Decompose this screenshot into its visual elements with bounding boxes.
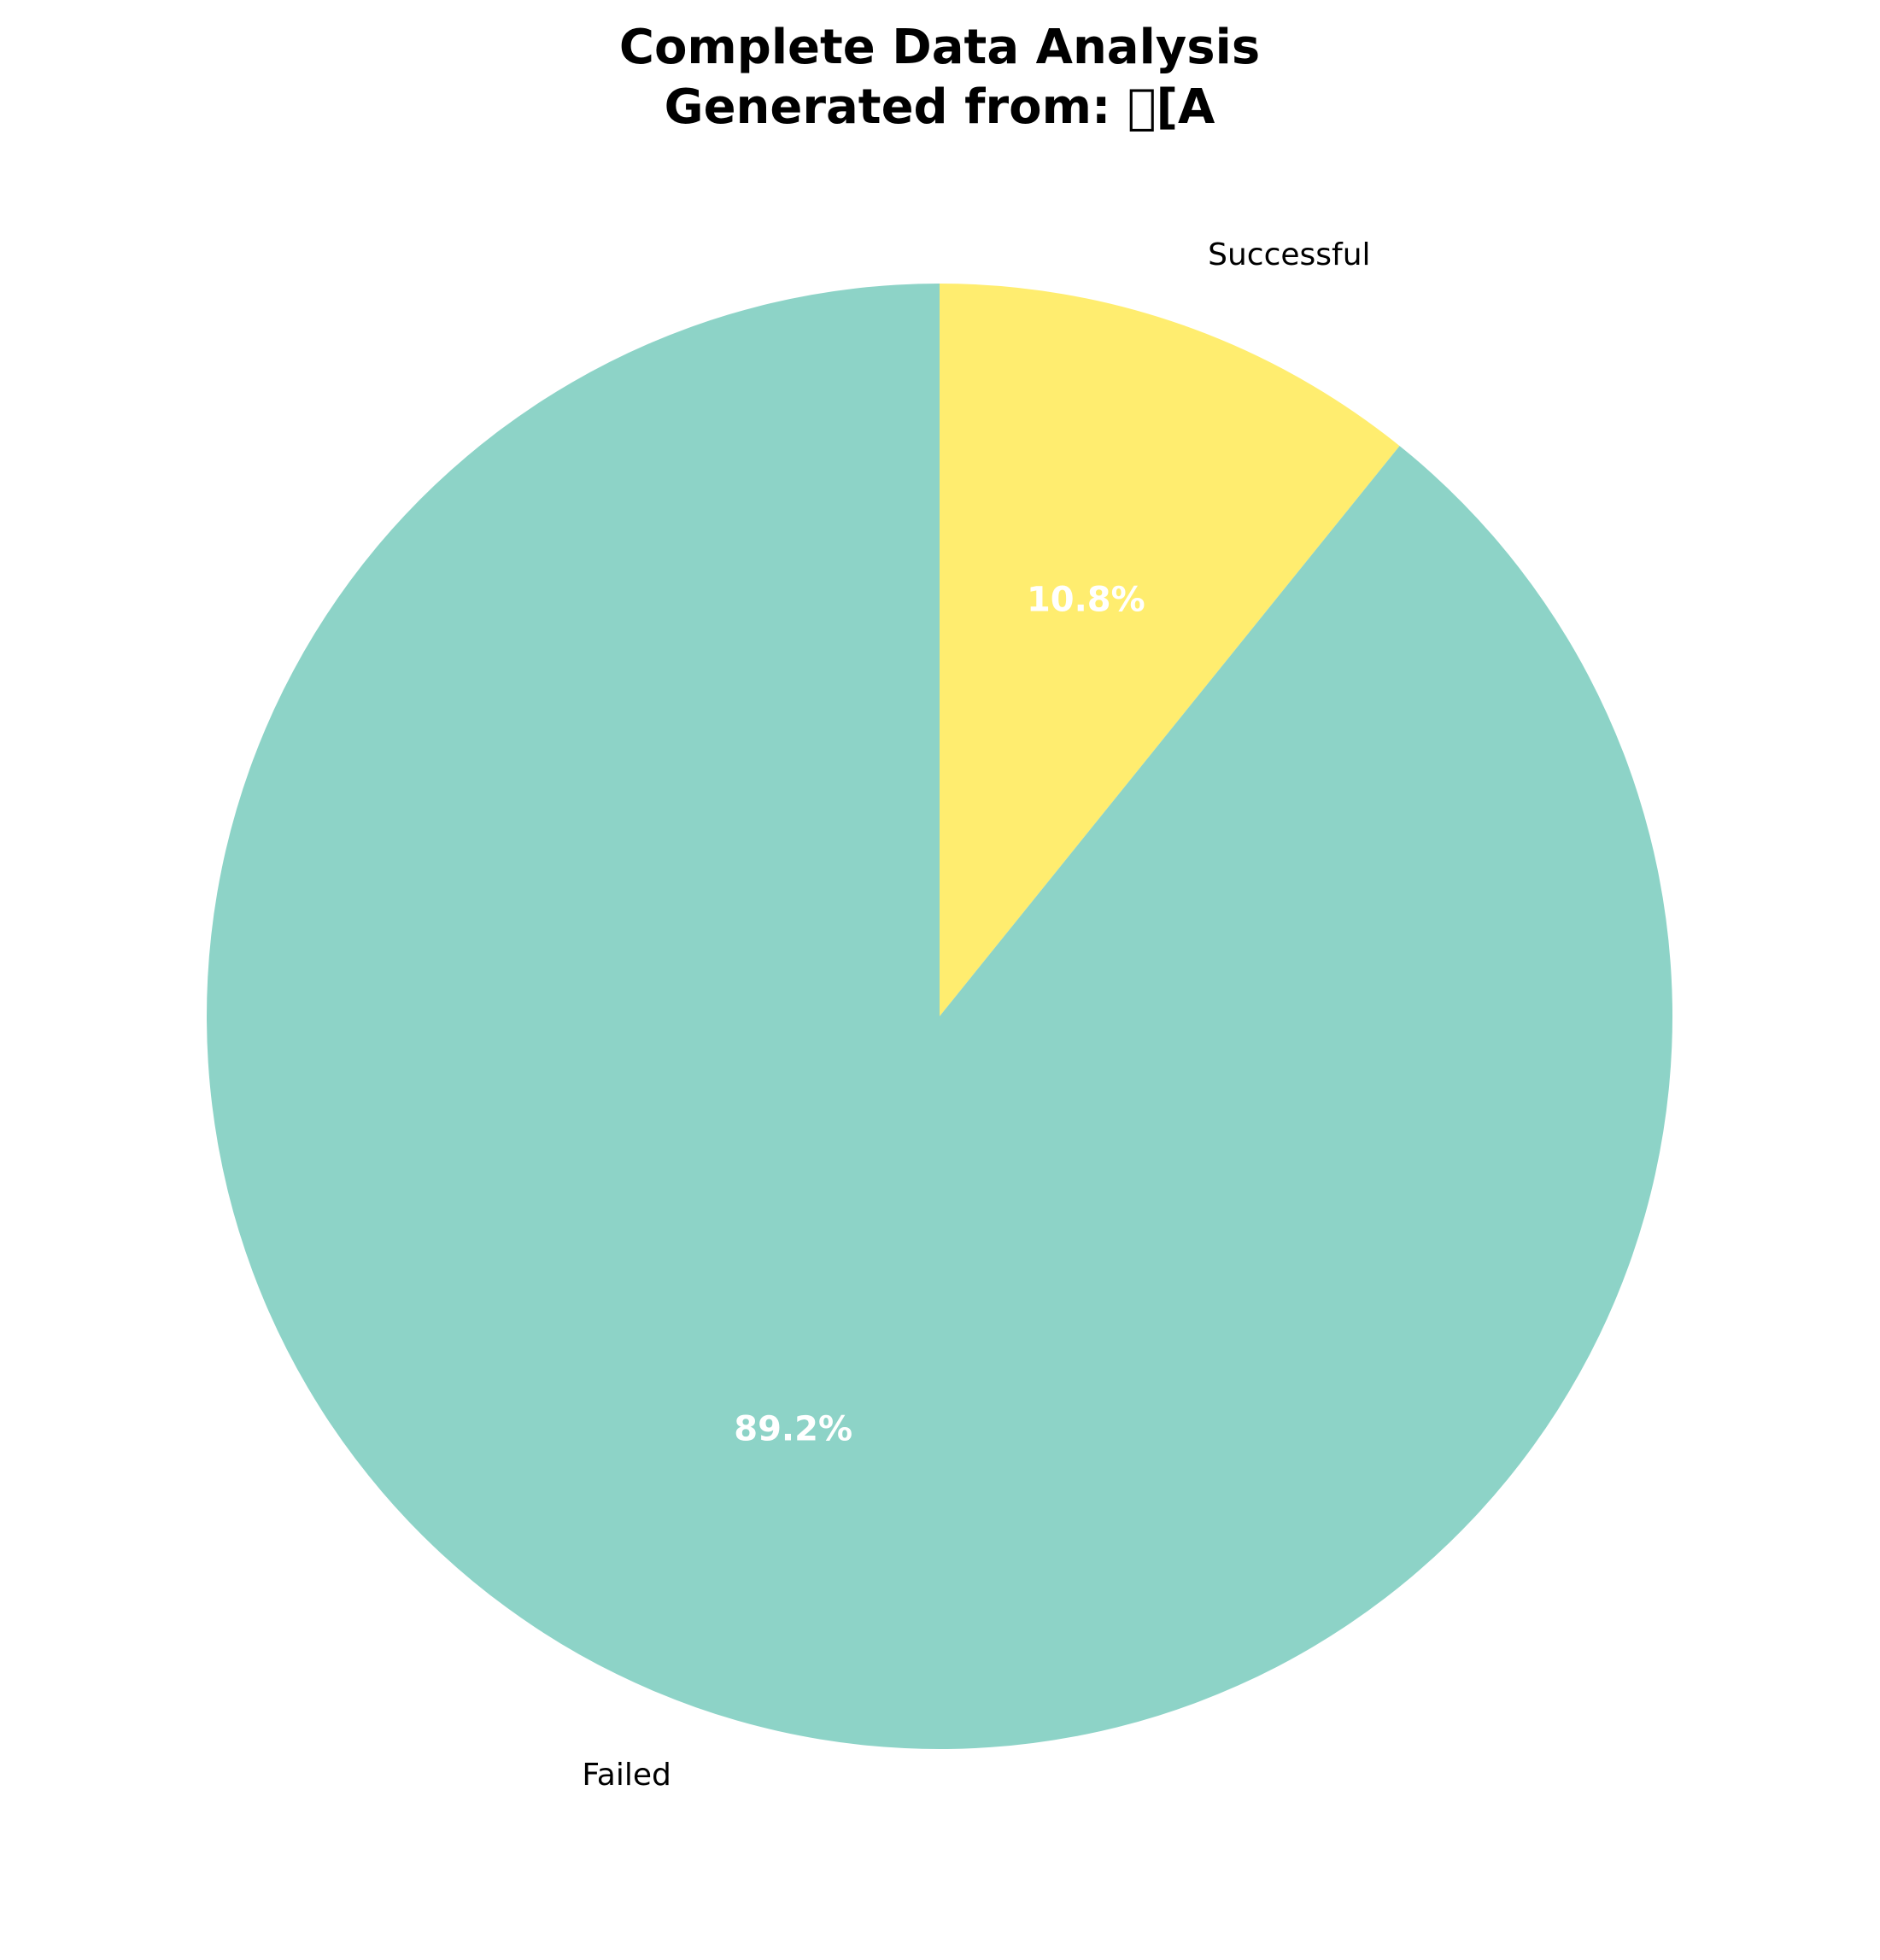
- pie-labels: Successful 10.8% Failed 89.2%: [582, 237, 1370, 1793]
- slice-percent-failed: 89.2%: [734, 1409, 852, 1448]
- chart-subtitle: Generated from:  [A: [665, 79, 1215, 135]
- pie-slice-successful: [940, 284, 1400, 1016]
- slice-label-failed: Failed: [582, 1758, 671, 1793]
- pie-slices: [207, 284, 1673, 1749]
- chart-title: Complete Data Analysis: [619, 20, 1260, 75]
- slice-percent-successful: 10.8%: [1027, 581, 1145, 620]
- slice-label-successful: Successful: [1208, 237, 1370, 272]
- pie-slice-failed: [207, 284, 1673, 1749]
